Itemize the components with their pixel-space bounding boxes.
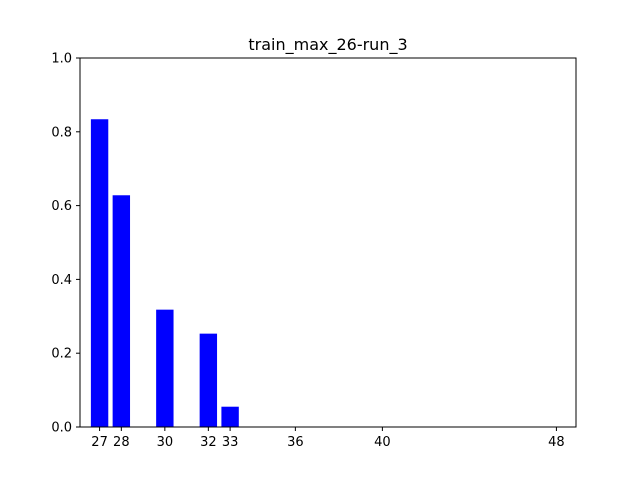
bars-layer — [90, 119, 239, 427]
x-tick-label: 28 — [113, 435, 130, 450]
x-tick-label: 40 — [374, 435, 391, 450]
y-tick-label: 0.6 — [51, 199, 72, 214]
x-tick-label: 27 — [91, 435, 108, 450]
y-tick-label: 0.8 — [51, 125, 72, 140]
bar-30 — [156, 309, 174, 427]
bar-32 — [199, 333, 218, 427]
bar-28 — [112, 195, 131, 427]
x-tick-label: 36 — [287, 435, 304, 450]
x-tick-label: 33 — [222, 435, 239, 450]
chart-title: train_max_26-run_3 — [248, 35, 407, 55]
x-tick-label: 32 — [200, 435, 217, 450]
y-tick-label: 0.2 — [51, 347, 72, 362]
bar-27 — [90, 119, 109, 427]
y-tick-label: 0.4 — [51, 273, 72, 288]
y-tick-label: 0.0 — [51, 421, 72, 436]
x-tick-label: 30 — [157, 435, 174, 450]
ticks-layer: 27 28 30 32 33 36 40 48 0.0 0.2 0.4 0.6 0.8 1.0 — [51, 52, 564, 451]
plot-frame — [79, 57, 577, 428]
y-tick-label: 1.0 — [51, 52, 72, 67]
x-tick-label: 48 — [548, 435, 565, 450]
bar-33 — [221, 406, 239, 427]
